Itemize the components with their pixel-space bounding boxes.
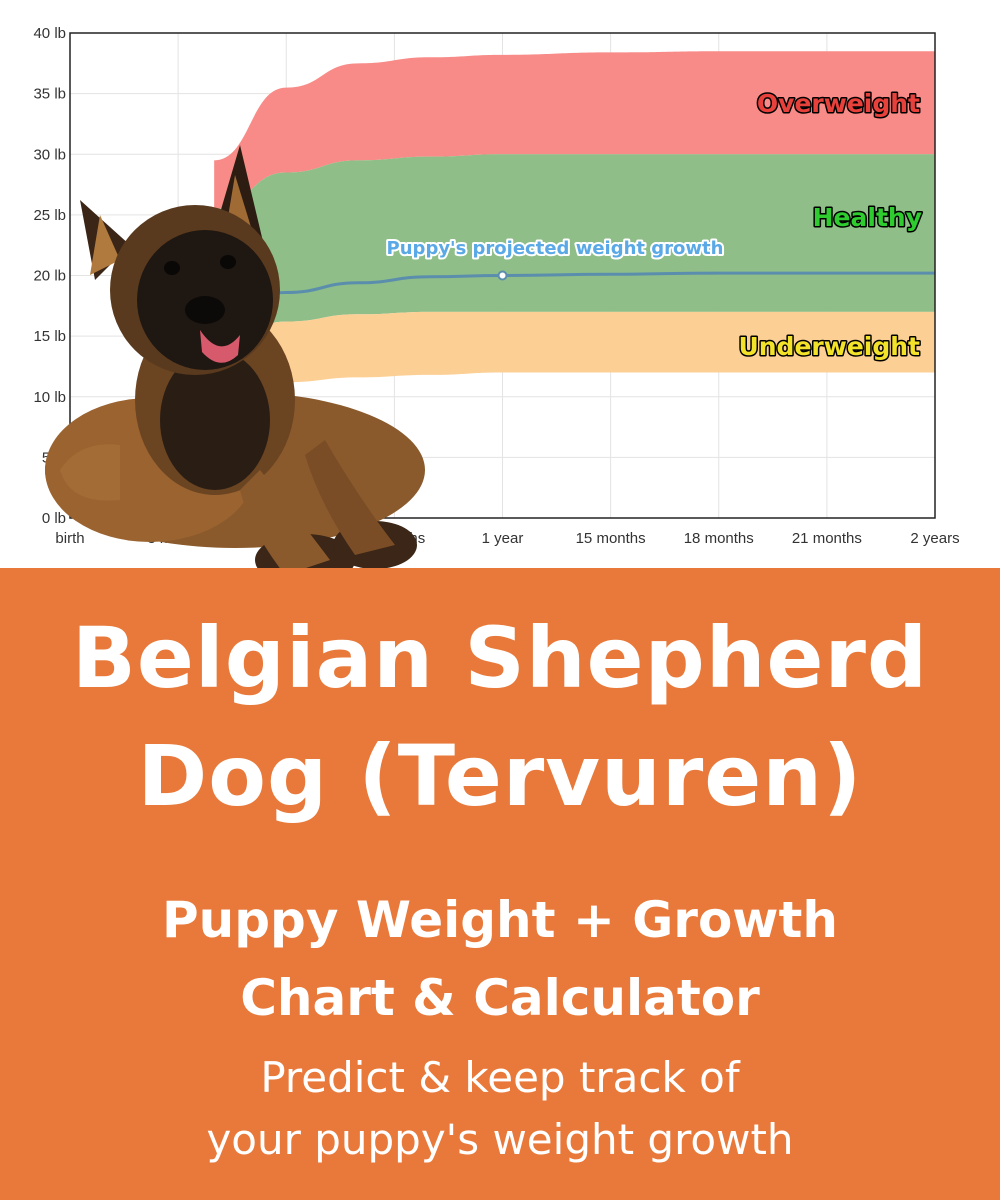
puppy-photo [45,145,425,568]
x-tick-label: 2 years [910,530,959,547]
band-label-underweight: Underweight [738,332,920,361]
band-healthy [214,154,935,343]
subtitle-line-1: Puppy Weight + Growth [162,891,838,949]
series-label-projected-weight: Puppy's projected weight growth [387,238,724,259]
y-tick-label: 15 lb [33,328,66,345]
title-line-1: Belgian Shepherd [71,609,929,707]
y-tick-label: 35 lb [33,86,66,103]
y-tick-label: 20 lb [33,268,66,285]
title-line-2: Dog (Tervuren) [137,727,863,825]
band-overweight [214,51,935,209]
tagline-line-1: Predict & keep track of [260,1053,740,1102]
x-tick-label: 15 months [576,530,646,547]
y-tick-label: 30 lb [33,146,66,163]
band-label-overweight: Overweight [757,89,920,118]
band-underweight [214,311,935,385]
x-tick-label: 18 months [684,530,754,547]
series-line-projected-weight [214,271,935,314]
y-tick-label: 10 lb [33,389,66,406]
title-banner: Belgian Shepherd Dog (Tervuren) Puppy We… [0,568,1000,1200]
x-tick-label: birth [55,530,84,547]
y-tick-label: 0 lb [42,510,66,527]
x-tick-label: 1 year [482,530,524,547]
plot-frame [69,32,936,519]
tagline-line-2: your puppy's weight growth [206,1115,794,1164]
subtitle-line-2: Chart & Calculator [240,969,760,1027]
band-label-healthy: Healthy [813,203,922,232]
y-tick-label: 25 lb [33,207,66,224]
series-marker [497,270,508,281]
y-tick-label: 40 lb [33,25,66,42]
x-tick-label: 21 months [792,530,862,547]
